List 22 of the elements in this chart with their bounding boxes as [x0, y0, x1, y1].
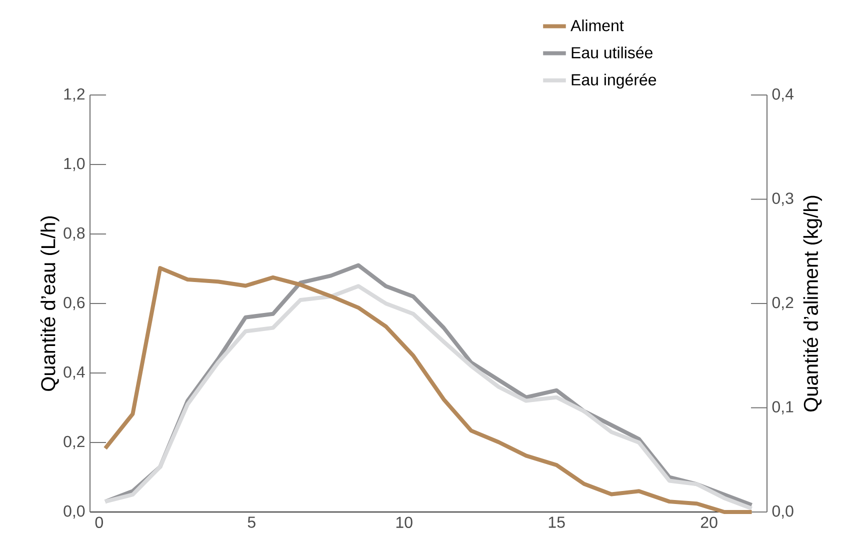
y-tick-label: 1,0 [64, 158, 85, 172]
legend-label: Eau ingérée [572, 74, 656, 89]
y-tick-label: 0,6 [64, 296, 85, 310]
y-tick-label: 0,0 [64, 505, 85, 519]
y2-axis-title: Quantité d’aliment (kg/h) [803, 196, 822, 412]
legend-label: Eau utilisée [572, 46, 652, 58]
legend-label: Aliment [570, 19, 624, 32]
y-tick-label: 0,4 [64, 366, 85, 380]
y2-tick-label: 0,3 [772, 192, 794, 206]
y-tick-label: 0,2 [64, 436, 84, 450]
y-tick-label: 0,8 [64, 227, 85, 241]
x-tick-label: 0 [95, 516, 103, 528]
y2-tick-label: 0,1 [772, 401, 794, 414]
y2-tick-label: 0,0 [772, 505, 794, 519]
y-axis-title: Quantité d’eau (L/h) [40, 216, 60, 391]
x-tick-label: 20 [700, 516, 718, 528]
x-tick-label: 10 [396, 516, 412, 528]
x-tick-label: 5 [248, 516, 256, 528]
y2-tick-label: 0,4 [772, 88, 794, 102]
y-tick-label: 1,2 [64, 88, 84, 102]
x-tick-label: 15 [548, 516, 565, 528]
y2-tick-label: 0,2 [772, 296, 794, 310]
